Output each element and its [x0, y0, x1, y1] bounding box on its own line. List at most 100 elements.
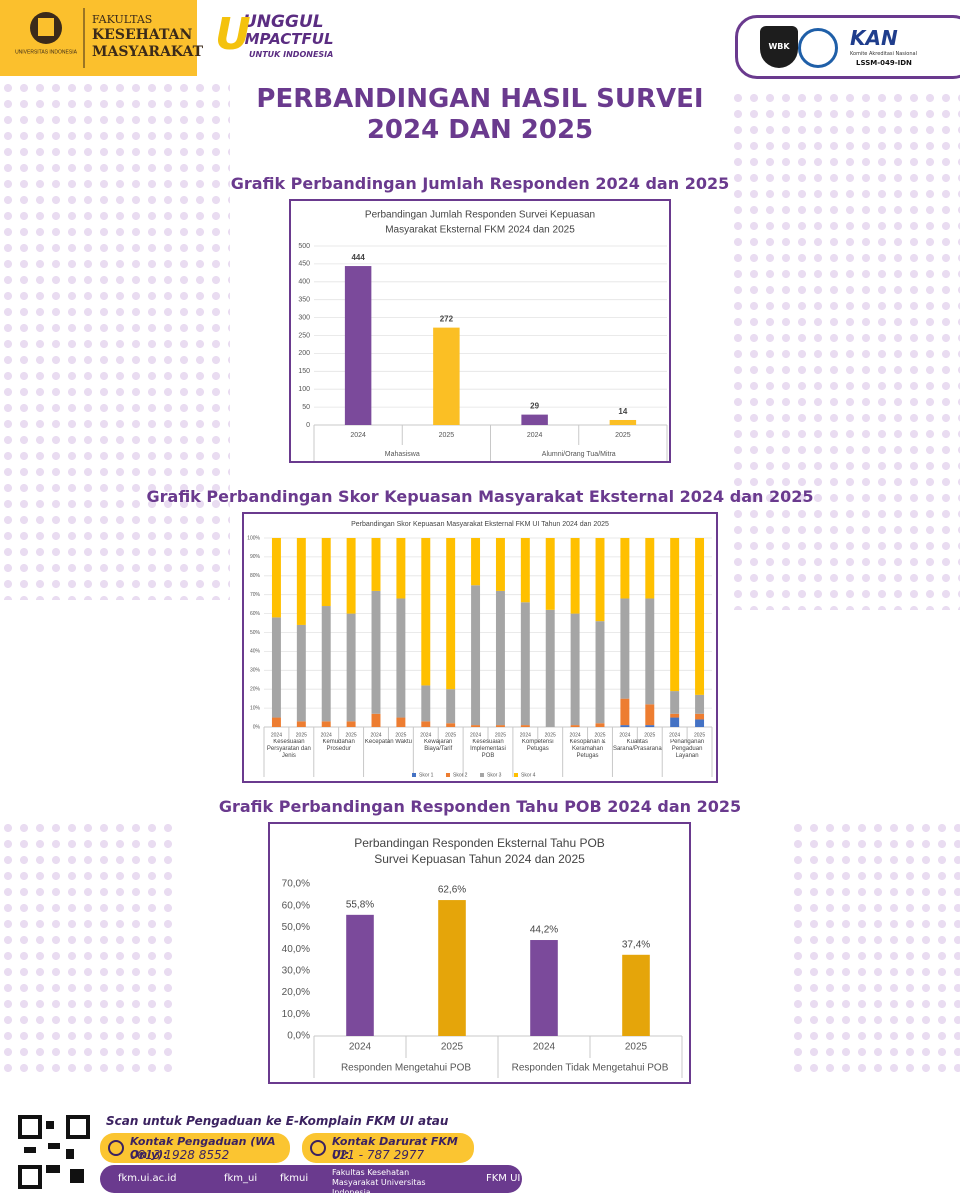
y-tick-label: 80% [250, 573, 261, 579]
chart-frame: Perbandingan Responden Eksternal Tahu PO… [268, 822, 691, 1084]
x-tick-label: 2025 [441, 1042, 464, 1053]
bar [521, 414, 548, 425]
bar-segment [645, 725, 655, 727]
bar-segment [396, 717, 406, 727]
x-tick-label: 2024 [349, 1042, 372, 1053]
social-instagram[interactable]: fkm_ui [224, 1173, 258, 1184]
bar-segment [446, 538, 456, 690]
group-label-box: Penanganan Pengaduan Layanan [670, 739, 704, 759]
social-website[interactable]: fkm.ui.ac.id [118, 1173, 177, 1184]
bar-segment [595, 538, 605, 622]
bar [622, 954, 650, 1036]
group-label: Kompetensi Petugas [521, 739, 554, 752]
decor-dots [730, 90, 960, 610]
bar-segment [495, 590, 505, 726]
bar-segment [670, 717, 680, 727]
bar-segment [545, 609, 555, 727]
y-tick-label: 60% [250, 611, 261, 617]
section-title: Grafik Perbandingan Responden Tahu POB 2… [218, 797, 742, 816]
social-bar: fkm.ui.ac.id fkm_ui fkmui Fakultas Keseh… [100, 1165, 522, 1197]
bar-segment [421, 685, 431, 722]
bar-segment [396, 598, 406, 718]
y-tick-label: 40,0% [282, 944, 310, 955]
group-label: Kecepatan Waktu [364, 739, 412, 745]
group-label: Responden Tidak Mengetahui POB [512, 1063, 669, 1074]
bar-segment [670, 691, 680, 714]
legend-label: Skor 1 [419, 772, 434, 778]
y-tick-label: 0,0% [287, 1031, 310, 1042]
group-label-box: Kemudahan Prosedur [322, 739, 354, 752]
x-tick-label: 2024 [420, 732, 431, 738]
y-tick-label: 70,0% [282, 879, 310, 890]
chart-title: Masyarakat Eksternal FKM 2024 dan 2025 [385, 225, 575, 236]
bar-segment [346, 538, 356, 614]
chart: Perbandingan Skor Kepuasan Masyarakat Ek… [247, 521, 713, 778]
section-title: Grafik Perbandingan Jumlah Responden 202… [230, 174, 730, 193]
y-tick-label: 150 [298, 368, 310, 375]
y-tick-label: 400 [298, 279, 310, 286]
y-tick-label: 200 [298, 350, 310, 357]
group-label-box: Kecepatan Waktu [364, 739, 412, 745]
social-youtube[interactable]: FKM UI [486, 1173, 521, 1184]
bar-segment [495, 538, 505, 591]
bar-segment [371, 538, 381, 591]
bar-segment [346, 721, 356, 727]
bar-segment [271, 617, 281, 718]
bar-segment [446, 723, 456, 727]
contact-label: Kontak Pengaduan (WA Only): [130, 1135, 276, 1161]
slogan-u: U [215, 9, 251, 60]
bar-segment [670, 538, 680, 692]
bar-segment [371, 713, 381, 727]
chart: Perbandingan Jumlah Responden Survei Kep… [298, 210, 668, 463]
bar-segment [695, 719, 705, 727]
y-tick-label: 20,0% [282, 987, 310, 998]
y-tick-label: 50% [250, 630, 261, 636]
faculty-line: FAKULTAS [92, 13, 153, 26]
bar-segment [421, 538, 431, 686]
social-x[interactable]: fkmui [280, 1173, 309, 1184]
group-label-box: Kesesuaian Implementasi POB [470, 739, 506, 759]
legend-label: Skor 3 [487, 772, 502, 778]
x-tick-label: 2025 [346, 732, 357, 738]
bar-segment [520, 602, 530, 726]
x-tick-label: 2024 [271, 732, 282, 738]
x-tick-label: 2024 [370, 732, 381, 738]
contact-number: 0813 1928 8552 [130, 1148, 230, 1162]
legend-swatch [446, 773, 450, 777]
badges: WBK KAN Komite Akreditasi Nasional LSSM-… [735, 15, 960, 79]
social-facebook[interactable]: Fakultas Kesehatan Masyarakat Universita… [332, 1168, 426, 1197]
faculty-line: KESEHATAN [92, 27, 193, 43]
y-tick-label: 40% [250, 649, 261, 655]
x-tick-label: 2024 [669, 732, 680, 738]
slogan-line: IMPACTFUL [239, 30, 334, 48]
legend-label: Skor 4 [521, 772, 536, 778]
data-label: 55,8% [346, 899, 374, 910]
bar-segment [495, 725, 505, 727]
qr-code [18, 1115, 90, 1189]
faculty-line: MASYARAKAT [92, 44, 204, 60]
y-tick-label: 70% [250, 592, 261, 598]
bar-segment [471, 585, 481, 726]
title-line: PERBANDINGAN HASIL SURVEI [256, 84, 704, 114]
bar-segment [620, 698, 630, 726]
slogan-line: UNGGUL [243, 12, 324, 32]
x-tick-label: 2025 [625, 1042, 648, 1053]
bar-segment [570, 538, 580, 614]
y-tick-label: 50,0% [282, 922, 310, 933]
bar-segment [645, 598, 655, 705]
bar-segment [346, 613, 356, 722]
x-tick-label: 2024 [350, 432, 366, 439]
data-label: 44,2% [530, 925, 558, 936]
chart-frame: Perbandingan Skor Kepuasan Masyarakat Ek… [242, 512, 718, 783]
x-tick-label: 2025 [296, 732, 307, 738]
x-tick-label: 2024 [470, 732, 481, 738]
x-tick-label: 2025 [694, 732, 705, 738]
y-tick-label: 30% [250, 668, 261, 674]
y-tick-label: 100% [247, 535, 260, 541]
decor-dots [790, 820, 960, 1080]
bar-segment [620, 538, 630, 599]
chart-title: Perbandingan Jumlah Responden Survei Kep… [365, 210, 595, 221]
group-label-box: Kewajaran Biaya/Tarif [424, 739, 452, 752]
university-name: UNIVERSITAS INDONESIA [15, 49, 78, 55]
emergency-label: Kontak Darurat FKM UI: [332, 1135, 458, 1161]
